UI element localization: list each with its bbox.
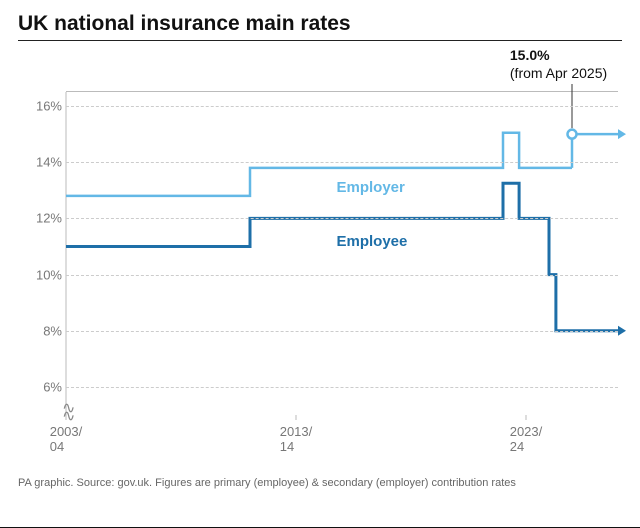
- x-tick-label: 2023/24: [510, 424, 543, 455]
- series-label-employer: Employer: [337, 179, 405, 196]
- future-rate-value: 15.0%: [510, 47, 550, 63]
- title-rule: [18, 40, 622, 41]
- y-tick-label: 10%: [24, 267, 62, 282]
- series-svg: [66, 92, 618, 415]
- chart-title: UK national insurance main rates: [18, 12, 622, 36]
- y-tick-label: 8%: [24, 323, 62, 338]
- plot-region: Employer Employee ∿∿ 6%8%10%12%14%16%200…: [66, 91, 618, 415]
- future-rate-annotation: 15.0% (from Apr 2025): [510, 47, 607, 82]
- y-tick-label: 16%: [24, 99, 62, 114]
- series-label-employee: Employee: [337, 233, 408, 250]
- chart-source-footer: PA graphic. Source: gov.uk. Figures are …: [18, 477, 622, 489]
- chart-area: 15.0% (from Apr 2025) Employer Employee …: [18, 43, 622, 473]
- future-rate-sub: (from Apr 2025): [510, 65, 607, 81]
- x-tick-label: 2003/04: [50, 424, 83, 455]
- y-tick-label: 12%: [24, 211, 62, 226]
- x-tick-label: 2013/14: [280, 424, 313, 455]
- y-tick-label: 6%: [24, 379, 62, 394]
- y-tick-label: 14%: [24, 155, 62, 170]
- axis-break-icon: ∿∿: [62, 405, 75, 421]
